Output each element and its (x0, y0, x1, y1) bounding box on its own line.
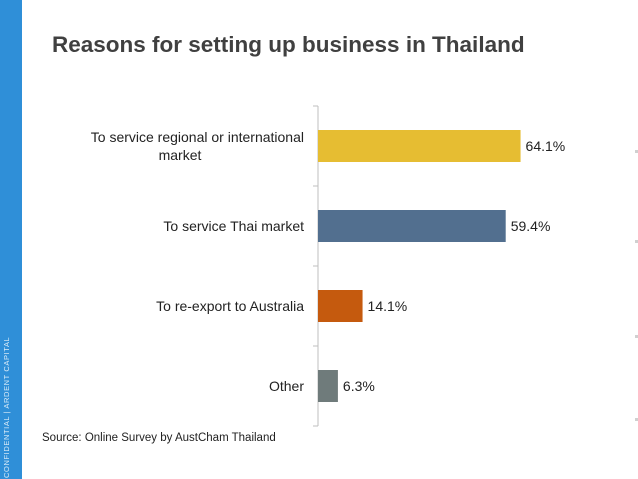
category-label: To service Thai market (163, 218, 304, 234)
bar (318, 290, 363, 322)
category-label: To re-export to Australia (156, 298, 304, 314)
data-label: 59.4% (511, 218, 551, 234)
chart-title: Reasons for setting up business in Thail… (52, 32, 525, 57)
category-label: Other (269, 378, 304, 394)
bar (318, 210, 506, 242)
bar (318, 130, 521, 162)
side-strip: CONFIDENTIAL | ARDENT CAPITAL (0, 0, 22, 479)
data-label: 64.1% (526, 138, 566, 154)
source-note: Source: Online Survey by AustCham Thaila… (42, 432, 276, 444)
bar (318, 370, 338, 402)
data-label: 14.1% (368, 298, 408, 314)
data-label: 6.3% (343, 378, 375, 394)
category-label: To service regional or international mark… (91, 129, 304, 163)
edge-marks (634, 150, 638, 421)
